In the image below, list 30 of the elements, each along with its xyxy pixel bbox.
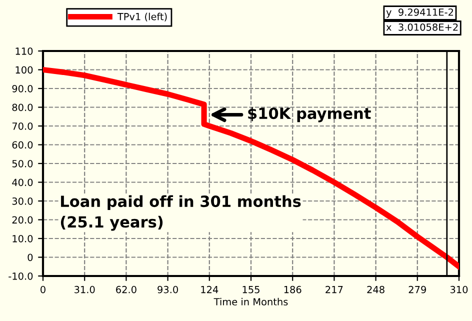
y-tick-label: 50.0 <box>12 160 33 168</box>
x-tick-label: 31.0 <box>74 286 95 294</box>
annotation: $10K payment <box>248 107 371 122</box>
x-tick-label: 62.0 <box>116 286 136 294</box>
x-tick-label: 217 <box>326 286 343 294</box>
y-tick-label: 110 <box>16 47 33 55</box>
y-tick-label: 60.0 <box>12 141 33 149</box>
x-tick-label: 93.0 <box>158 286 178 294</box>
x-tick-label: 155 <box>242 286 260 294</box>
y-tick-label: 90.0 <box>12 84 33 92</box>
y-tick-label: 30.0 <box>12 197 33 205</box>
y-tick-label: 70.0 <box>12 122 33 130</box>
y-tick-label: -10.0 <box>8 272 33 280</box>
x-axis-title: Time in Months <box>214 298 288 306</box>
y-tick-label: 100 <box>16 66 33 74</box>
x-tick-label: 186 <box>284 286 302 294</box>
legend-label: TPv1 (left) <box>117 12 167 22</box>
y-tick-label: 0 <box>28 254 33 262</box>
y-tick-label: 40.0 <box>12 178 33 186</box>
y-tick-label: 80.0 <box>12 104 33 112</box>
y-tick-label: 20.0 <box>12 216 33 224</box>
x-tick-label: 310 <box>450 286 468 294</box>
text: y 9.29411E-2 <box>386 8 453 18</box>
x-tick-label: 0 <box>40 286 46 294</box>
annotation: Loan paid off in 301 months (25.1 years) <box>60 195 301 231</box>
y-tick-label: 10.0 <box>12 234 33 242</box>
x-tick-label: 124 <box>201 286 218 294</box>
x-tick-label: 248 <box>367 286 384 294</box>
text: x 3.01058E+2 <box>386 23 458 31</box>
x-tick-label: 279 <box>408 286 426 294</box>
